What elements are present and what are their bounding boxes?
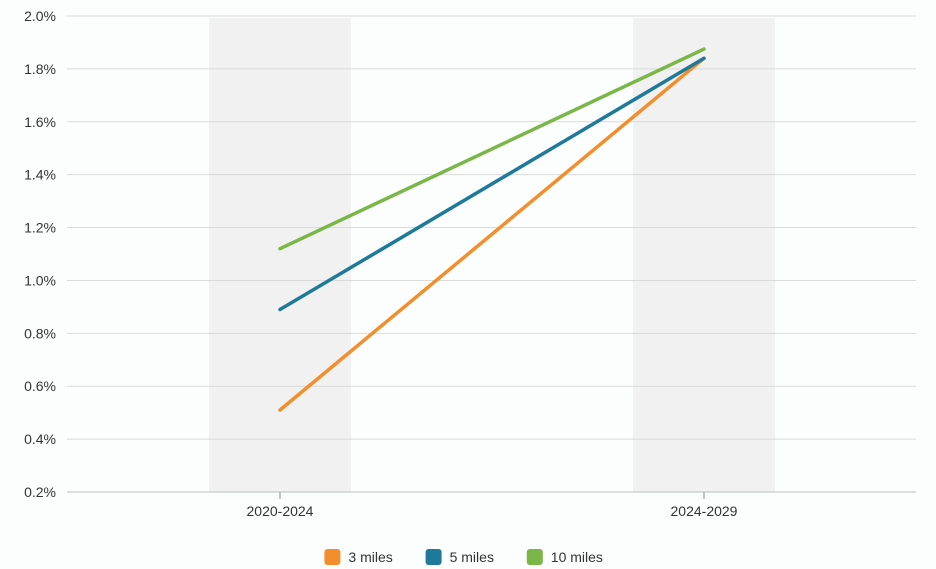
- y-tick-label: 1.0%: [24, 272, 56, 288]
- legend-swatch: [425, 549, 442, 565]
- y-tick-label: 0.6%: [24, 378, 56, 394]
- series-line: [278, 56, 706, 312]
- series-line: [278, 56, 706, 412]
- legend-label: 5 miles: [450, 549, 494, 565]
- legend: 3 miles 5 miles 10 miles: [324, 549, 603, 565]
- y-tick-label: 0.2%: [24, 484, 56, 500]
- category-bands: [209, 18, 775, 492]
- legend-label: 3 miles: [348, 549, 392, 565]
- x-tick-label: 2020-2024: [247, 503, 314, 519]
- y-axis: 0.2% 0.4% 0.6% 0.8% 1.0% 1.2% 1.4% 1.6% 1.8% 2.0%: [24, 8, 56, 500]
- y-tick-label: 1.6%: [24, 114, 56, 130]
- legend-label: 10 miles: [551, 549, 603, 565]
- y-tick-label: 2.0%: [24, 8, 56, 24]
- y-tick-label: 1.4%: [24, 167, 56, 183]
- legend-item: 5 miles: [425, 549, 494, 565]
- category-band: [209, 18, 351, 492]
- legend-item: 10 miles: [526, 549, 603, 565]
- series-lines: [278, 47, 706, 412]
- legend-swatch: [526, 549, 543, 565]
- gridlines: [67, 15, 916, 493]
- x-tick-label: 2024-2029: [671, 503, 738, 519]
- y-tick-label: 1.2%: [24, 220, 56, 236]
- y-tick-label: 1.8%: [24, 61, 56, 77]
- series-line: [278, 47, 706, 251]
- x-axis: 2020-2024 2024-2029: [247, 492, 738, 519]
- legend-swatch: [324, 549, 341, 565]
- y-tick-label: 0.4%: [24, 431, 56, 447]
- y-tick-label: 0.8%: [24, 325, 56, 341]
- legend-item: 3 miles: [324, 549, 393, 565]
